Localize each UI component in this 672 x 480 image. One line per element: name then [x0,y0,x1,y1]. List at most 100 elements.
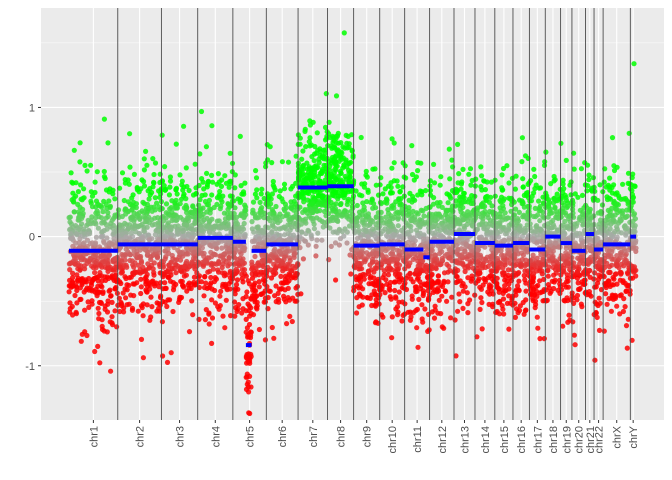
data-point [103,202,109,208]
data-point [365,268,371,274]
data-point [438,234,444,240]
data-point [173,281,179,287]
data-point [321,162,327,168]
data-point [346,223,353,229]
data-point [519,245,526,251]
data-point [551,285,557,292]
data-point [564,272,571,278]
data-point [523,190,530,196]
data-point [312,151,318,157]
data-point [243,273,249,279]
data-point [421,232,427,238]
data-point [90,253,97,259]
data-point [285,295,291,301]
data-point [387,228,393,234]
data-point [275,290,281,296]
data-point [389,136,395,142]
data-point [122,257,128,263]
data-point [264,273,270,279]
data-point [319,237,325,243]
data-point [395,309,401,315]
data-point [200,205,206,211]
data-point [422,220,428,226]
data-point [468,243,474,249]
data-point [280,199,286,205]
data-point [73,240,79,246]
data-point [300,163,306,169]
data-point [546,264,552,270]
data-point [378,175,384,181]
data-point [70,312,76,318]
data-point [183,165,189,171]
data-point [504,257,510,263]
data-point [109,314,115,320]
data-point [459,252,465,258]
data-point [584,257,591,263]
data-point [74,287,80,294]
data-point [134,213,141,219]
data-point [550,255,556,261]
data-point [290,215,296,221]
data-point [259,258,265,264]
data-point [275,257,281,263]
data-point [173,141,179,147]
data-point [506,250,513,256]
data-point [447,268,453,274]
data-point [127,164,133,170]
data-point [563,157,569,163]
data-point [495,248,501,254]
data-point [535,282,541,289]
data-point [611,163,617,169]
data-point [287,258,293,264]
data-point [314,208,320,214]
data-point [535,325,541,331]
data-point [167,184,173,190]
data-point [313,253,319,259]
data-point [252,270,258,276]
data-point [496,311,503,317]
data-point [145,188,151,194]
data-point [312,174,318,180]
data-point [141,156,147,162]
data-point [443,229,449,235]
data-point [234,277,241,283]
data-point [209,123,215,129]
data-point [98,234,104,240]
data-point [498,199,504,205]
data-point [540,213,546,219]
data-point [160,272,167,278]
data-point [260,277,267,283]
data-point [428,249,434,255]
data-point [222,173,228,179]
data-point [77,140,83,146]
data-point [76,226,82,232]
data-point [207,230,213,236]
data-point [448,212,454,218]
data-point [528,286,534,292]
data-point [516,209,523,215]
data-point [286,236,292,242]
data-point [119,269,125,275]
data-point [530,252,536,258]
data-point [252,213,259,220]
data-point [348,188,354,194]
data-point [554,211,560,217]
data-point [81,195,87,201]
data-point [496,289,502,295]
data-point [122,180,128,186]
data-point [359,181,365,187]
data-point [256,284,262,290]
data-point [177,172,183,178]
data-point [233,305,239,311]
data-point [167,269,173,275]
data-point [483,256,489,262]
data-point [159,179,165,185]
data-point [461,195,467,201]
data-point [445,200,451,206]
data-point [186,329,193,335]
data-point [122,274,128,280]
data-point [226,254,232,260]
data-point [294,283,300,290]
data-point [513,292,519,298]
data-point [209,192,215,198]
